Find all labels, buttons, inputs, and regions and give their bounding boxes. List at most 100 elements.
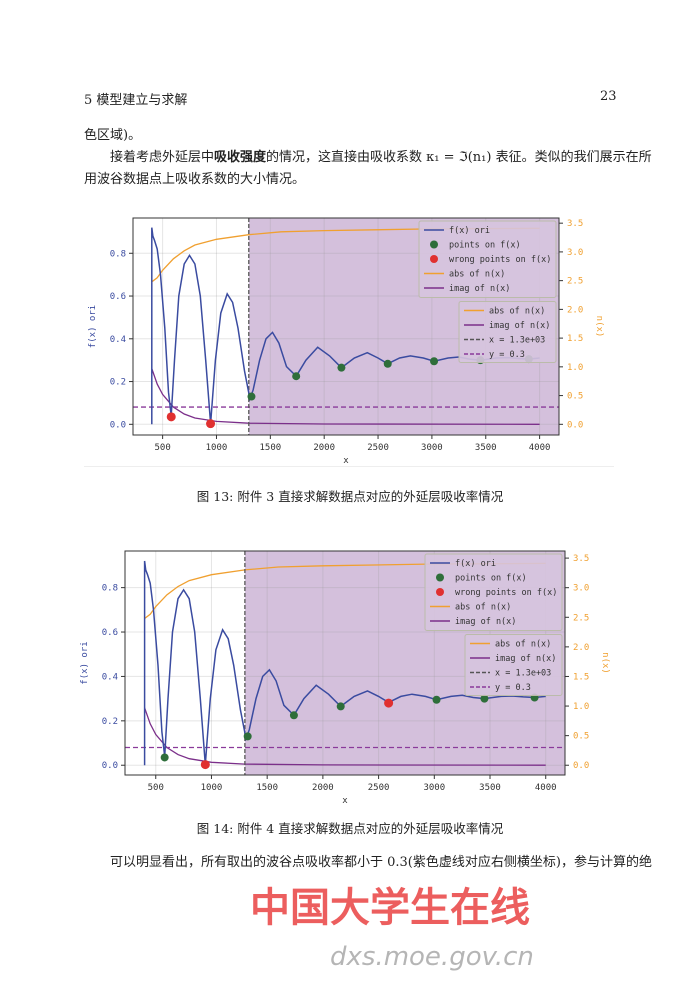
x-tick-label: 1500	[259, 443, 281, 453]
y-tick-label: 0.6	[102, 628, 118, 638]
legend-2-label: abs of n(x)	[489, 307, 545, 317]
figure-14-caption: 图 14: 附件 4 直接求解数据点对应的外延层吸收率情况	[196, 821, 504, 836]
legend-2-label: abs of n(x)	[495, 640, 551, 650]
point-on-f	[243, 732, 252, 741]
legend-2-label: x = 1.3e+03	[495, 669, 551, 679]
x-tick-label: 3500	[475, 443, 497, 453]
y-tick-label: 0.0	[102, 761, 118, 771]
y-tick-label: 0.4	[110, 335, 126, 345]
legend-label: f(x) ori	[455, 559, 496, 569]
legend-dot-marker	[430, 255, 438, 263]
legend-label: imag of n(x)	[455, 617, 516, 627]
y2-axis-label: n(x)	[594, 316, 604, 338]
y2-tick-label: 2.0	[573, 643, 589, 653]
y2-tick-label: 1.0	[567, 363, 583, 373]
watermark-url: dxs.moe.gov.cn	[330, 942, 534, 972]
legend-label: abs of n(x)	[449, 270, 505, 280]
x-axis-label: x	[342, 796, 348, 806]
legend-2-label: imag of n(x)	[495, 654, 556, 664]
wrong-point-on-f	[206, 419, 216, 429]
y2-tick-label: 0.5	[567, 392, 583, 402]
x-tick-label: 2500	[368, 783, 390, 793]
legend-box	[424, 553, 563, 631]
y2-tick-label: 1.0	[573, 702, 589, 712]
x-tick-label: 500	[148, 783, 164, 793]
y2-tick-label: 3.5	[573, 554, 589, 564]
y2-tick-label: 0.0	[573, 761, 589, 771]
x-tick-label: 2000	[313, 443, 335, 453]
wrong-point-on-f	[200, 760, 210, 770]
bold-term: 吸收强度	[214, 150, 267, 165]
x-tick-label: 1000	[206, 443, 228, 453]
plot-frame	[132, 217, 560, 436]
legend-2-label: x = 1.3e+03	[489, 336, 545, 346]
legend-label: wrong points on f(x)	[455, 588, 557, 598]
y2-tick-label: 1.5	[573, 672, 589, 682]
y2-tick-label: 3.5	[567, 219, 583, 229]
y-axis-label: f(x) ori	[80, 641, 90, 684]
legend-box	[418, 220, 557, 298]
f-ori-line	[143, 560, 546, 766]
x-tick-label: 4000	[535, 783, 557, 793]
legend-box-2	[458, 301, 557, 363]
page-number: 23	[600, 89, 617, 104]
divider	[84, 466, 614, 467]
y-tick-label: 0.2	[102, 717, 118, 727]
legend-2-label: y = 0.3	[495, 683, 531, 693]
legend-2-label: y = 0.3	[489, 350, 525, 360]
y-tick-label: 0.2	[110, 378, 126, 388]
legend-label: imag of n(x)	[449, 284, 510, 294]
paragraph-1: 色区域)。	[84, 128, 142, 143]
point-on-f	[292, 372, 301, 381]
x-tick-label: 3000	[421, 443, 443, 453]
x-tick-label: 1500	[256, 783, 278, 793]
legend-label: abs of n(x)	[455, 603, 511, 613]
y2-axis-label: n(x)	[600, 652, 610, 674]
imag-n-line	[143, 707, 546, 766]
legend-box-2	[464, 634, 563, 696]
y2-tick-label: 2.5	[573, 613, 589, 623]
y-tick-label: 0.8	[110, 249, 126, 259]
abs-n-line	[144, 562, 546, 620]
imag-n-line	[151, 368, 540, 425]
x-tick-label: 2000	[312, 783, 334, 793]
y-axis-label: f(x) ori	[88, 305, 98, 348]
paragraph-4: 可以明显看出，所有取出的波谷点吸收率都小于 0.3(紫色虚线对应右侧横坐标)，参…	[110, 855, 652, 870]
y2-tick-label: 3.0	[567, 248, 583, 258]
running-header-section: 5 模型建立与求解	[84, 93, 188, 108]
paragraph-2-text: 接着考虑外延层中	[110, 150, 215, 165]
paragraph-2-text-cont: 的情况，这直接由吸收系数 κ₁ = ℑ(n₁) 表征。类似的我们展示在所	[266, 150, 652, 165]
wrong-point-on-f	[384, 698, 394, 708]
watermark-logo: 中国大学生在线	[250, 885, 530, 931]
x-tick-label: 500	[154, 443, 170, 453]
point-on-f	[289, 711, 298, 720]
figure-13-chart: 500 1000 1500 2000 2500 3000 3500 4000 0.0 0.2 0.4…	[88, 217, 604, 466]
figure-14-chart: 500 1000 1500 2000 2500 3000 3500 4000 0.0 0.2 0.4…	[80, 550, 610, 806]
legend-label: points on f(x)	[455, 574, 527, 584]
figure-13-caption: 图 13: 附件 3 直接求解数据点对应的外延层吸收率情况	[196, 489, 504, 504]
plot-frame	[124, 550, 566, 776]
y-tick-label: 0.0	[110, 420, 126, 430]
abs-n-line	[151, 227, 540, 283]
y-tick-label: 0.8	[102, 584, 118, 594]
y2-tick-label: 0.0	[567, 420, 583, 430]
x-axis-label: x	[343, 456, 349, 466]
point-on-f	[480, 694, 489, 703]
legend-dot-marker	[430, 240, 438, 249]
y2-tick-label: 3.0	[573, 584, 589, 594]
y-tick-label: 0.6	[110, 292, 126, 302]
point-on-f	[383, 359, 392, 368]
point-on-f	[247, 392, 256, 401]
legend-2-label: imag of n(x)	[489, 321, 550, 331]
point-on-f	[430, 357, 439, 366]
point-on-f	[336, 702, 345, 711]
legend-label: wrong points on f(x)	[449, 255, 551, 265]
point-on-f	[432, 695, 441, 704]
x-tick-label: 1000	[201, 783, 223, 793]
wrong-point-on-f	[166, 412, 176, 422]
legend-label: f(x) ori	[449, 226, 490, 236]
y2-tick-label: 1.5	[567, 334, 583, 344]
x-tick-label: 3000	[423, 783, 445, 793]
y2-tick-label: 0.5	[573, 732, 589, 742]
y2-tick-label: 2.5	[567, 277, 583, 287]
